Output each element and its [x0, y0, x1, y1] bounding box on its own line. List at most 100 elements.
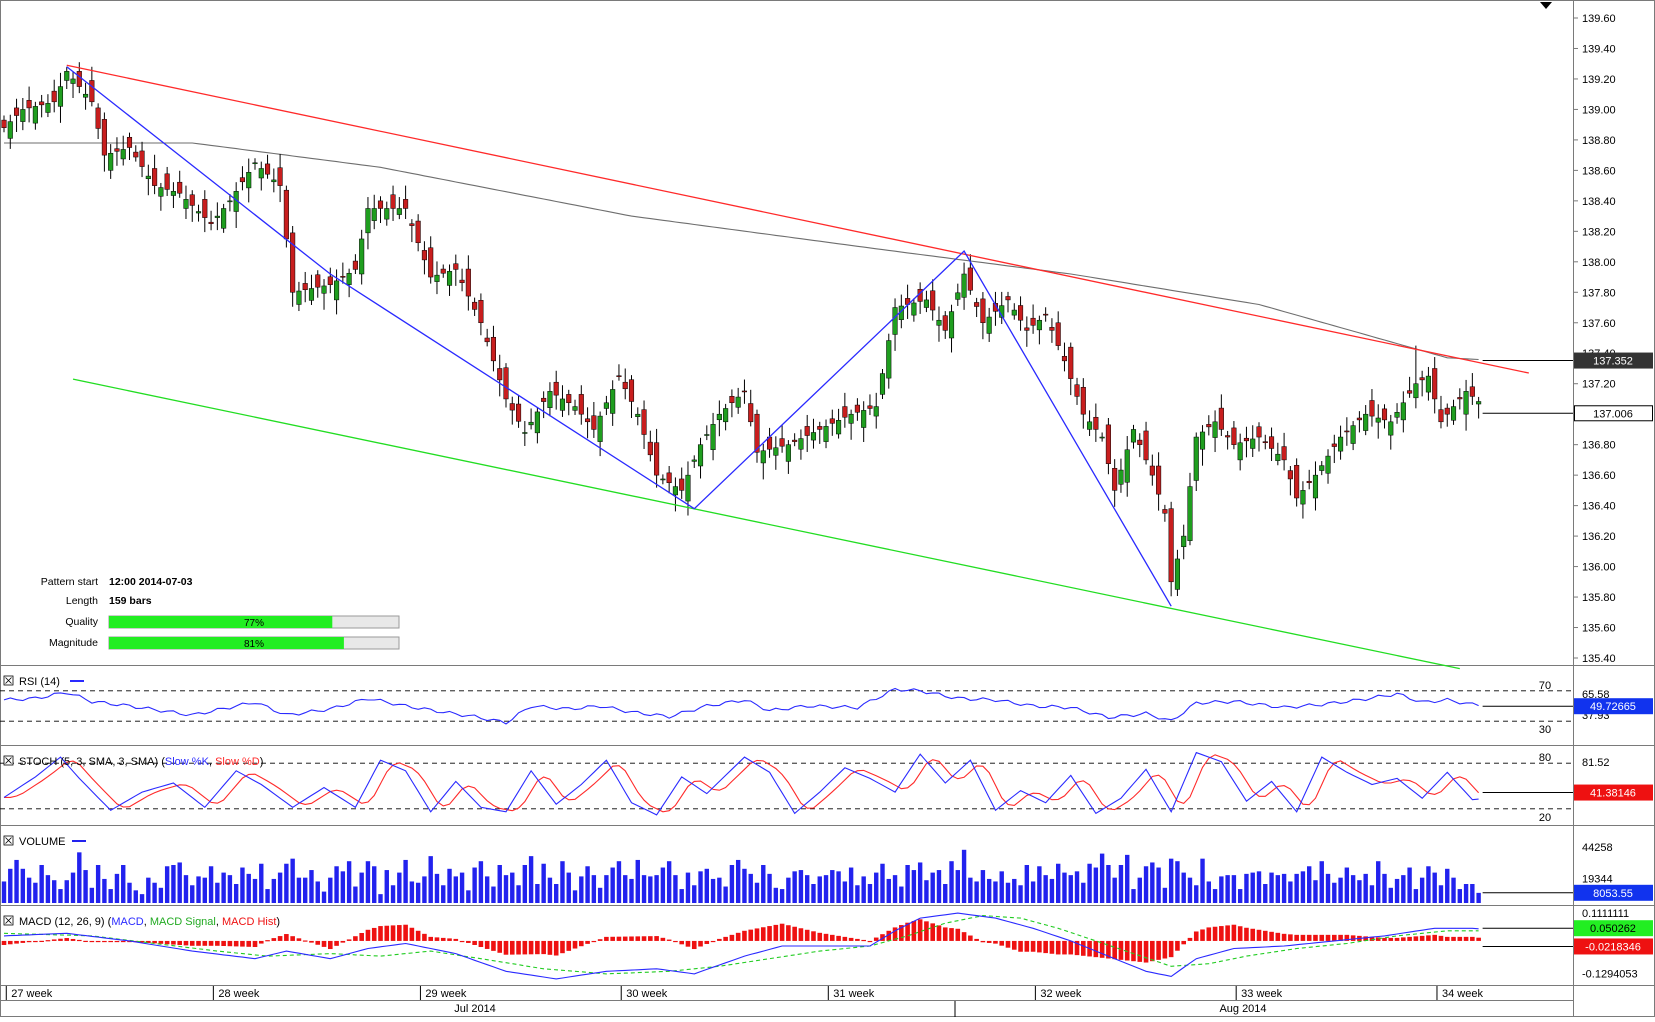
candle-body [854, 404, 860, 413]
macd-hist-bar [459, 940, 465, 943]
stoch-panel: 80 20 81.52 41.38146 [0, 751, 1653, 824]
price-tick-label: 138.00 [1582, 257, 1616, 269]
macd-signal-current-box [1574, 938, 1653, 955]
volume-bar [579, 876, 584, 903]
macd-hist-bar [830, 934, 835, 941]
macd-hist-bar [227, 940, 233, 947]
candle-body [1350, 425, 1356, 444]
macd-hist-bar [1081, 940, 1086, 956]
candle-body [628, 379, 635, 402]
candle-body [1407, 390, 1413, 394]
macd-hist-bar [359, 932, 364, 941]
candle-body [120, 149, 126, 160]
price-tick-label: 136.00 [1582, 562, 1616, 574]
volume-bar [422, 876, 427, 903]
volume-bar [196, 876, 201, 903]
volume-bar [1, 881, 7, 903]
candle-body [566, 394, 572, 404]
candle-body [930, 290, 936, 311]
candle-body [327, 276, 333, 285]
stoch-header[interactable]: STOCH (5, 3, SMA, 3, SMA) (Slow %K, Slow… [3, 755, 263, 768]
candle-body [716, 413, 722, 421]
candle-body [57, 86, 64, 107]
macd-hist-bar [786, 925, 791, 941]
candle-body [1068, 346, 1074, 379]
macd-hist-bar [1212, 926, 1218, 941]
candle-body [239, 177, 245, 183]
macd-hist-bar [861, 939, 866, 942]
macd-header[interactable]: MACD (12, 26, 9) (MACD, MACD Signal, MAC… [3, 915, 280, 928]
candle-body [14, 107, 20, 116]
volume-bar [89, 887, 95, 903]
volume-bar [660, 867, 666, 903]
volume-bar [1018, 885, 1023, 903]
volume-bar [303, 877, 308, 903]
price-tick-label: 139.40 [1582, 43, 1616, 55]
volume-bar [943, 884, 948, 903]
volume-bar [961, 849, 967, 903]
axis-tick-label: 0.1111111 [1582, 908, 1629, 920]
volume-bar [70, 872, 76, 903]
price-tick-label: 135.60 [1582, 623, 1616, 635]
candle-body [1099, 436, 1105, 439]
volume-bar [1357, 880, 1362, 903]
macd-hist-bar [1162, 940, 1168, 959]
candle-body [1, 119, 7, 128]
price-tick-label: 139.60 [1582, 13, 1616, 25]
macd-hist-bar [51, 939, 57, 941]
volume-bar [1376, 861, 1381, 903]
macd-hist-bar [403, 924, 408, 941]
quality-bar-fill [109, 616, 333, 628]
candle-body [534, 411, 540, 434]
macd-hist-bar [384, 925, 390, 941]
macd-hist-bar [1, 940, 7, 945]
macd-hist-bar [698, 940, 703, 947]
candle-body [553, 381, 559, 396]
candle-body [1124, 449, 1130, 483]
candle-body [1018, 305, 1024, 321]
candle-body [1112, 468, 1118, 491]
candle-body [1344, 430, 1350, 433]
volume-bar [541, 863, 546, 903]
candle-body [1375, 417, 1381, 423]
volume-bar [811, 884, 816, 903]
candle-body [189, 194, 195, 206]
candle-body [177, 181, 183, 194]
scroll-marker-icon[interactable] [1540, 2, 1552, 9]
macd-hist-bar [1382, 937, 1387, 941]
macd-hist-bar [905, 922, 910, 941]
candle-body [277, 167, 283, 186]
rsi-header[interactable]: RSI (14) [3, 675, 84, 688]
candle-body [1356, 417, 1362, 421]
volume-bar [1300, 871, 1306, 903]
candle-body [616, 375, 622, 377]
quality-value: 77% [244, 618, 264, 629]
volume-bar [434, 873, 440, 903]
macd-hist-bar [108, 940, 113, 943]
candle-body [365, 208, 371, 234]
macd-hist-bar [1256, 929, 1262, 941]
volume-bar [522, 865, 528, 903]
volume-header[interactable]: VOLUME [3, 835, 86, 848]
magnitude-label: Magnitude [49, 637, 98, 649]
candle-body [490, 336, 496, 362]
macd-hist-bar [917, 919, 923, 941]
macd-hist-bar [365, 929, 371, 941]
candle-body [942, 315, 948, 331]
candle-body [384, 208, 390, 220]
week-label: 28 week [218, 988, 259, 1000]
macd-hist-bar [1244, 927, 1249, 941]
volume-bar [353, 886, 358, 903]
volume-bar [478, 861, 484, 903]
volume-bar [1081, 882, 1086, 903]
volume-bar [572, 890, 578, 903]
macd-hist-bar [20, 940, 26, 943]
upper-line-price-text: 137.352 [1593, 356, 1633, 368]
macd-hist-bar [1363, 936, 1368, 941]
volume-bar [277, 872, 283, 903]
macd-hist-bar [1049, 940, 1055, 954]
pattern-start-label: Pattern start [41, 576, 98, 588]
volume-bar [240, 867, 245, 903]
volume-bar [334, 866, 339, 903]
volume-bar [1219, 876, 1224, 903]
